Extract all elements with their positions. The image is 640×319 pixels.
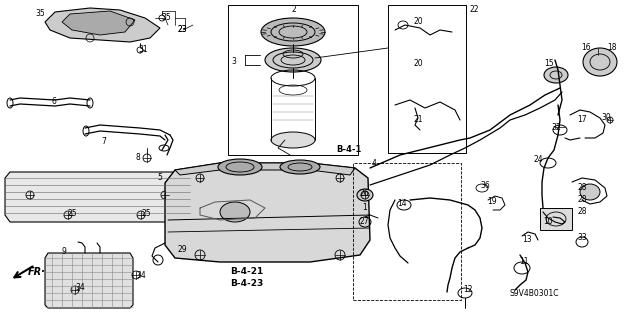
Ellipse shape xyxy=(580,184,600,200)
Text: 15: 15 xyxy=(544,58,554,68)
Text: 28: 28 xyxy=(577,207,586,217)
Text: 12: 12 xyxy=(463,286,472,294)
Text: 18: 18 xyxy=(607,42,616,51)
Text: 20: 20 xyxy=(413,18,422,26)
Text: 4: 4 xyxy=(372,159,377,167)
Text: 35: 35 xyxy=(35,10,45,19)
Text: 23: 23 xyxy=(177,26,187,34)
Text: 35: 35 xyxy=(161,13,171,23)
Polygon shape xyxy=(45,253,133,308)
Text: 19: 19 xyxy=(487,197,497,206)
Text: 22: 22 xyxy=(469,5,479,14)
Text: 1: 1 xyxy=(362,204,367,212)
Ellipse shape xyxy=(218,159,262,175)
Text: 32: 32 xyxy=(551,122,561,131)
Bar xyxy=(353,163,461,300)
Ellipse shape xyxy=(265,48,321,72)
Polygon shape xyxy=(175,163,355,175)
Text: 6: 6 xyxy=(52,98,57,107)
Polygon shape xyxy=(165,163,370,262)
Text: 34: 34 xyxy=(75,284,84,293)
Text: 28: 28 xyxy=(577,196,586,204)
Ellipse shape xyxy=(271,132,315,148)
Text: 9: 9 xyxy=(62,248,67,256)
Text: 16: 16 xyxy=(581,42,591,51)
Text: 25: 25 xyxy=(141,209,150,218)
Bar xyxy=(228,5,358,155)
Polygon shape xyxy=(5,172,190,222)
Text: 8: 8 xyxy=(135,153,140,162)
Text: 34: 34 xyxy=(136,271,146,279)
Ellipse shape xyxy=(583,48,617,76)
Text: 36: 36 xyxy=(480,181,490,189)
Text: 23: 23 xyxy=(177,26,187,34)
Text: B-4-23: B-4-23 xyxy=(230,278,263,287)
Text: 29: 29 xyxy=(178,246,188,255)
Ellipse shape xyxy=(220,202,250,222)
Text: 7: 7 xyxy=(101,137,106,145)
Text: FR·: FR· xyxy=(28,267,46,277)
Text: 26: 26 xyxy=(360,189,370,197)
Text: B-4-1: B-4-1 xyxy=(336,145,362,154)
Text: 25: 25 xyxy=(68,209,77,218)
Bar xyxy=(388,5,466,153)
Text: 17: 17 xyxy=(577,115,587,124)
Polygon shape xyxy=(45,8,160,42)
Text: 14: 14 xyxy=(397,198,406,207)
Ellipse shape xyxy=(357,189,373,201)
Text: 30: 30 xyxy=(601,114,611,122)
Text: 3: 3 xyxy=(231,57,236,66)
Text: 20: 20 xyxy=(413,60,422,69)
Text: 28: 28 xyxy=(577,183,586,192)
Text: 11: 11 xyxy=(519,256,529,265)
Text: S9V4B0301C: S9V4B0301C xyxy=(510,290,559,299)
Text: 27: 27 xyxy=(360,218,370,226)
Text: 33: 33 xyxy=(577,233,587,241)
Text: 31: 31 xyxy=(138,46,148,55)
Ellipse shape xyxy=(261,18,325,46)
Bar xyxy=(540,208,572,230)
Text: 24: 24 xyxy=(534,155,543,165)
Polygon shape xyxy=(62,11,135,35)
Text: 5: 5 xyxy=(157,174,162,182)
Ellipse shape xyxy=(280,160,320,174)
Ellipse shape xyxy=(544,67,568,83)
Text: B-4-21: B-4-21 xyxy=(230,268,263,277)
Text: 2: 2 xyxy=(292,5,297,14)
Text: 21: 21 xyxy=(413,115,422,124)
Text: 10: 10 xyxy=(543,218,552,226)
Text: 13: 13 xyxy=(522,235,532,244)
